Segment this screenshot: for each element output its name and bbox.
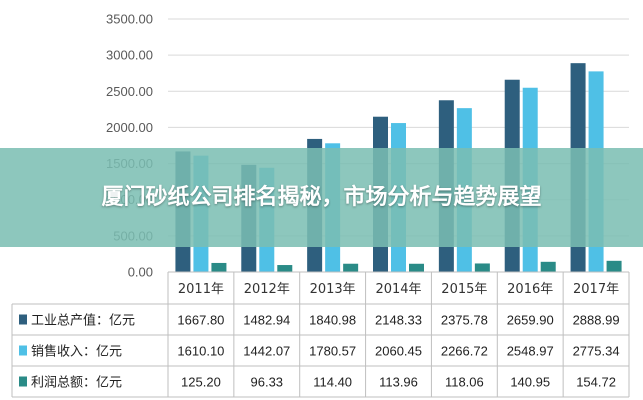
legend-swatch bbox=[19, 376, 27, 387]
data-label: 2659.90 bbox=[507, 313, 554, 328]
bar bbox=[606, 260, 622, 272]
y-tick-label: 2000.00 bbox=[106, 120, 153, 135]
bar bbox=[409, 263, 424, 272]
y-tick-label: 0.00 bbox=[128, 265, 153, 280]
bar bbox=[277, 265, 293, 272]
bar bbox=[540, 261, 556, 272]
y-tick-label: 2500.00 bbox=[106, 84, 153, 99]
banner-title: 厦门砂纸公司排名揭秘，市场分析与趋势展望 bbox=[101, 184, 542, 210]
legend-swatch bbox=[19, 345, 27, 356]
y-tick-label: 3000.00 bbox=[106, 48, 153, 63]
data-label: 96.33 bbox=[251, 375, 284, 390]
data-label: 2548.97 bbox=[507, 344, 554, 359]
data-label: 1840.98 bbox=[309, 313, 356, 328]
y-tick-label: 3500.00 bbox=[106, 12, 153, 27]
data-label: 140.95 bbox=[510, 375, 550, 390]
data-label: 2375.78 bbox=[441, 313, 488, 328]
data-label: 1442.07 bbox=[243, 344, 290, 359]
data-label: 1667.80 bbox=[177, 313, 224, 328]
data-label: 1780.57 bbox=[309, 344, 356, 359]
category-label: 2015年 bbox=[441, 282, 487, 297]
bar bbox=[474, 263, 490, 272]
data-label: 118.06 bbox=[445, 375, 484, 390]
data-label: 154.72 bbox=[576, 375, 616, 390]
category-label: 2014年 bbox=[375, 282, 421, 297]
data-label: 2888.99 bbox=[573, 313, 620, 328]
data-label: 2148.33 bbox=[375, 313, 422, 328]
data-table: 2011年 2012年 2013年 2014年 2015年 2016年 2017年工业总产值… bbox=[11, 271, 630, 398]
bar bbox=[211, 262, 227, 272]
data-label: 1482.94 bbox=[243, 313, 290, 328]
bar bbox=[343, 263, 359, 272]
data-label: 1610.10 bbox=[177, 344, 224, 359]
data-label: 2775.34 bbox=[573, 344, 620, 359]
category-label: 2011年 bbox=[178, 282, 224, 297]
series-label: 工业总产值：亿元 bbox=[31, 313, 135, 329]
category-label: 2016年 bbox=[507, 282, 553, 297]
title-banner: 厦门砂纸公司排名揭秘，市场分析与趋势展望 bbox=[0, 148, 643, 247]
data-label: 125.20 bbox=[181, 375, 221, 390]
category-label: 2012年 bbox=[244, 282, 290, 297]
legend-swatch bbox=[19, 314, 27, 325]
data-label: 114.40 bbox=[313, 375, 352, 390]
data-label: 2060.45 bbox=[375, 344, 422, 359]
series-label: 销售收入：亿元 bbox=[31, 344, 122, 360]
data-label: 113.96 bbox=[379, 375, 418, 390]
data-label: 2266.72 bbox=[441, 344, 488, 359]
series-label: 利润总额：亿元 bbox=[31, 376, 122, 391]
category-label: 2017年 bbox=[573, 282, 619, 297]
category-label: 2013年 bbox=[310, 282, 356, 297]
